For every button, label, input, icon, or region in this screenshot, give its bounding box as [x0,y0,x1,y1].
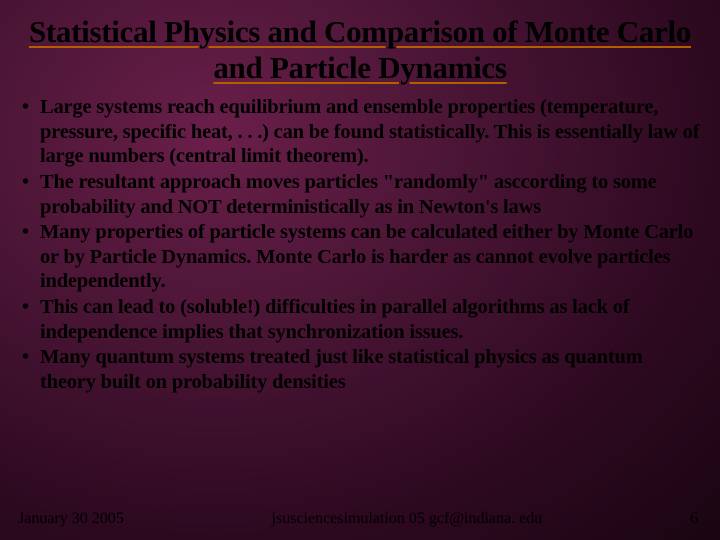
slide-container: Statistical Physics and Comparison of Mo… [0,0,720,540]
footer-page-number: 6 [690,510,698,528]
footer-center: jsusciencesimulation 05 gcf@indiana. edu [272,510,543,528]
bullet-item: Many quantum systems treated just like s… [22,345,702,394]
slide-content: Large systems reach equilibrium and ense… [18,95,702,510]
bullet-item: Large systems reach equilibrium and ense… [22,95,702,169]
bullet-item: Many properties of particle systems can … [22,220,702,294]
bullet-list: Large systems reach equilibrium and ense… [18,95,702,394]
bullet-item: This can lead to (soluble!) difficulties… [22,295,702,344]
slide-title: Statistical Physics and Comparison of Mo… [18,14,702,85]
bullet-item: The resultant approach moves particles "… [22,170,702,219]
slide-footer: January 30 2005 jsusciencesimulation 05 … [18,510,702,530]
footer-date: January 30 2005 [18,510,124,528]
